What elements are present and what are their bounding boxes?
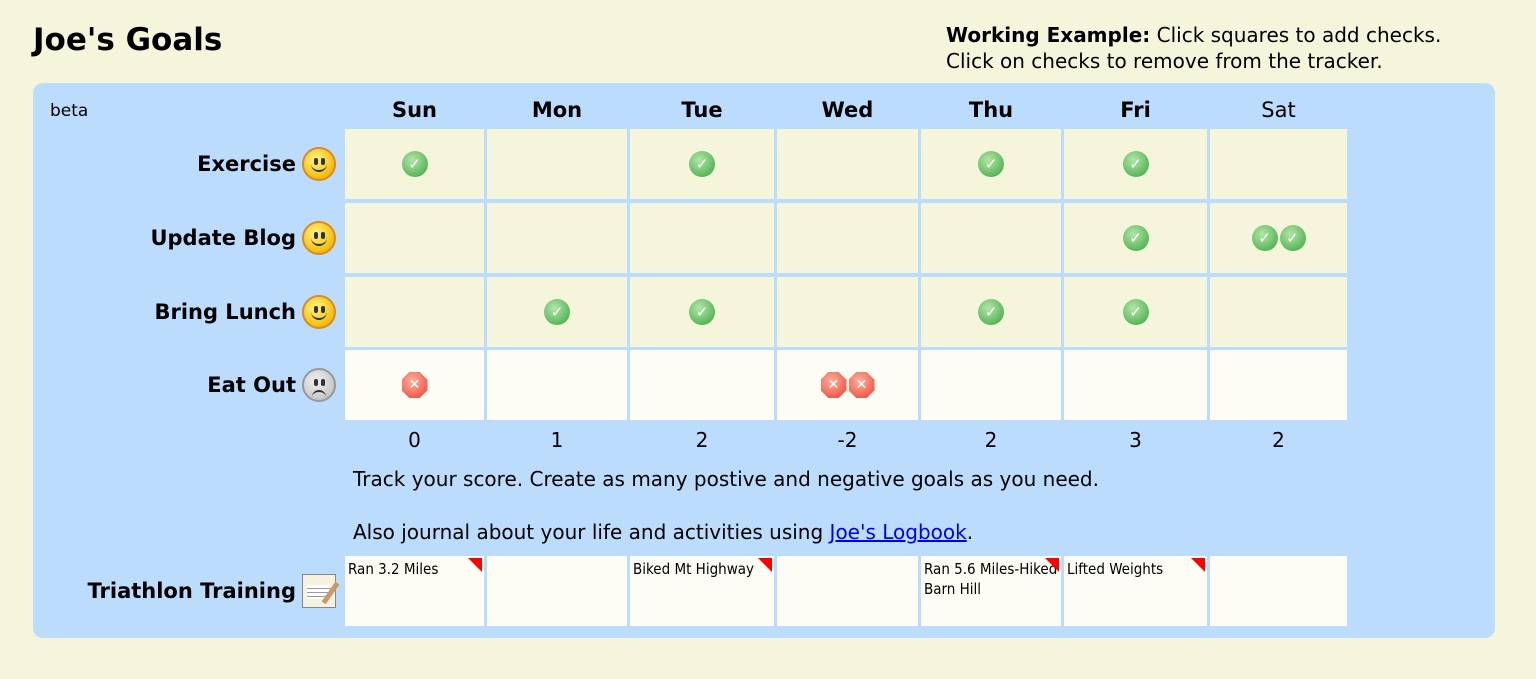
tracker-cell[interactable]: ✓ [1064, 277, 1207, 347]
day-score: 1 [550, 428, 564, 452]
day-header-fri: Fri [1120, 98, 1151, 122]
note-flag-icon [758, 558, 772, 572]
journal-name: Triathlon Training [87, 579, 297, 603]
notepad-icon [302, 574, 336, 608]
day-score: 0 [408, 428, 421, 452]
journal-entry-cell[interactable] [1210, 556, 1347, 626]
check-icon[interactable]: ✓ [1122, 151, 1149, 177]
tracker-cell[interactable] [1210, 129, 1347, 199]
tracker-cell[interactable] [345, 203, 484, 273]
goal-label[interactable]: Update Blog [150, 203, 336, 273]
day-header-sat: Sat [1261, 98, 1296, 122]
tracker-cell[interactable] [1210, 277, 1347, 347]
cross-icon[interactable]: ✕ [401, 372, 428, 398]
check-icon[interactable]: ✓ [689, 151, 715, 177]
tracker-cell[interactable]: ✓ ✓ [1210, 203, 1347, 273]
info-suffix: . [966, 520, 974, 544]
day-header-wed: Wed [821, 98, 874, 122]
day-score: 2 [984, 428, 998, 452]
tracker-cell[interactable] [487, 129, 627, 199]
tracker-cell[interactable]: ✓ [345, 129, 484, 199]
check-icon[interactable]: ✓ [1279, 225, 1306, 251]
tracker-cell[interactable] [777, 129, 918, 199]
smiley-sad-icon [302, 368, 336, 402]
tracker-cell[interactable]: ✕ [345, 350, 484, 420]
journal-entry-text: Biked Mt Highway [633, 560, 754, 578]
cross-icon[interactable]: ✕ [848, 372, 875, 398]
goal-name: Update Blog [150, 226, 296, 250]
tracker-cell[interactable] [345, 277, 484, 347]
example-line2: Click on checks to remove from the track… [946, 49, 1383, 73]
day-score: 2 [695, 428, 709, 452]
journal-label[interactable]: Triathlon Training [87, 556, 336, 626]
example-heading: Working Example: [946, 23, 1151, 47]
note-flag-icon [468, 558, 482, 572]
day-header-sun: Sun [391, 98, 438, 122]
check-icon[interactable]: ✓ [401, 151, 428, 177]
tracker-cell[interactable]: ✓ [921, 129, 1061, 199]
tracker-cell[interactable]: ✓ [630, 129, 774, 199]
tracker-cell[interactable] [1210, 350, 1347, 420]
journal-entry-cell[interactable]: Lifted Weights [1064, 556, 1207, 626]
check-icon[interactable]: ✓ [978, 151, 1004, 177]
note-flag-icon [1045, 558, 1059, 572]
check-icon[interactable]: ✓ [978, 299, 1004, 325]
page-title: Joe's Goals [33, 22, 223, 58]
check-icon[interactable]: ✓ [1251, 225, 1278, 251]
journal-entry-cell[interactable] [487, 556, 627, 626]
goal-label[interactable]: Exercise [197, 129, 336, 199]
day-score: -2 [837, 428, 858, 452]
tracker-cell[interactable] [777, 277, 918, 347]
tracker-cell[interactable] [487, 203, 627, 273]
check-icon[interactable]: ✓ [1122, 299, 1149, 325]
tracker-cell[interactable] [921, 203, 1061, 273]
tracker-cell[interactable]: ✓ [630, 277, 774, 347]
journal-entry-text: Ran 5.6 Miles-Hiked Barn Hill [924, 560, 1058, 598]
check-icon[interactable]: ✓ [1122, 225, 1149, 251]
logbook-link[interactable]: Joe's Logbook [829, 520, 967, 544]
day-score: 3 [1129, 428, 1142, 452]
goal-name: Eat Out [207, 373, 296, 397]
tracker-cell[interactable]: ✓ [921, 277, 1061, 347]
journal-entry-text: Lifted Weights [1067, 560, 1164, 578]
info-logbook-text: Also journal about your life and activit… [353, 520, 973, 544]
beta-label: beta [50, 101, 89, 121]
day-header-tue: Tue [681, 98, 723, 122]
journal-entry-cell[interactable] [777, 556, 918, 626]
day-score: 2 [1272, 428, 1285, 452]
tracker-cell[interactable] [777, 203, 918, 273]
tracker-cell[interactable] [1064, 350, 1207, 420]
note-flag-icon [1191, 558, 1205, 572]
cross-icon[interactable]: ✕ [820, 372, 847, 398]
info-prefix: Also journal about your life and activit… [353, 520, 830, 544]
day-header-mon: Mon [531, 98, 583, 122]
goal-label[interactable]: Bring Lunch [154, 277, 336, 347]
tracker-cell[interactable]: ✕ ✕ [777, 350, 918, 420]
smiley-happy-icon [302, 221, 336, 255]
journal-entry-text: Ran 3.2 Miles [348, 560, 439, 578]
goal-name: Exercise [197, 152, 296, 176]
smiley-happy-icon [302, 147, 336, 181]
tracker-cell[interactable]: ✓ [1064, 129, 1207, 199]
info-score-text: Track your score. Create as many postive… [353, 467, 1099, 491]
journal-entry-cell[interactable]: Ran 5.6 Miles-Hiked Barn Hill [921, 556, 1061, 626]
tracker-cell[interactable] [921, 350, 1061, 420]
tracker-cell[interactable] [630, 203, 774, 273]
tracker-cell[interactable] [487, 350, 627, 420]
smiley-happy-icon [302, 295, 336, 329]
example-line1: Click squares to add checks. [1150, 23, 1442, 47]
tracker-cell[interactable] [630, 350, 774, 420]
goal-label[interactable]: Eat Out [207, 350, 336, 420]
day-header-thu: Thu [968, 98, 1014, 122]
goal-name: Bring Lunch [154, 300, 296, 324]
journal-entry-cell[interactable]: Ran 3.2 Miles [345, 556, 484, 626]
check-icon[interactable]: ✓ [689, 299, 715, 325]
check-icon[interactable]: ✓ [544, 299, 570, 325]
tracker-cell[interactable]: ✓ [487, 277, 627, 347]
journal-entry-cell[interactable]: Biked Mt Highway [630, 556, 774, 626]
tracker-cell[interactable]: ✓ [1064, 203, 1207, 273]
working-example-note: Working Example: Click squares to add ch… [946, 22, 1441, 74]
